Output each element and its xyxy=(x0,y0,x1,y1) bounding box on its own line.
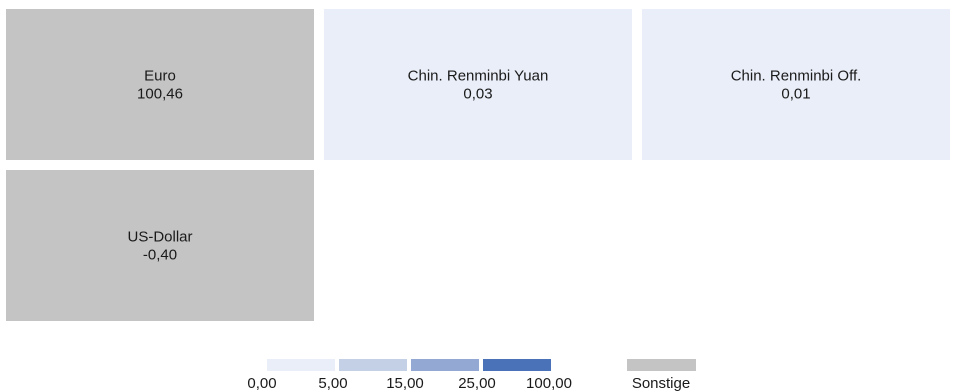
tile-value-label: -0,40 xyxy=(143,247,177,264)
tile-name-label: Chin. Renminbi Yuan xyxy=(408,68,549,85)
legend-tick-label: 0,00 xyxy=(247,375,276,392)
legend-other-swatch xyxy=(627,359,696,371)
tile-4: US-Dollar-0,40 xyxy=(6,170,314,321)
tile-value-label: 100,46 xyxy=(137,86,183,103)
tile-rect xyxy=(324,9,632,160)
tile-value-label: 0,01 xyxy=(781,86,810,103)
legend-other-label: Sonstige xyxy=(632,375,690,392)
legend-tick-label: 25,00 xyxy=(458,375,496,392)
tile-rect xyxy=(642,9,950,160)
legend-bin-swatch xyxy=(339,359,407,371)
tile-3: Chin. Renminbi Off.0,01 xyxy=(642,9,950,160)
legend-tick-label: 100,00 xyxy=(526,375,572,392)
tile-name-label: Chin. Renminbi Off. xyxy=(731,68,862,85)
tile-value-label: 0,03 xyxy=(463,86,492,103)
color-legend: 0,00 5,00 15,00 25,00 100,00 Sonstige xyxy=(247,359,696,392)
legend-bin-swatch xyxy=(267,359,335,371)
tile-name-label: Euro xyxy=(144,68,176,85)
tile-rect xyxy=(6,9,314,160)
legend-tick-label: 5,00 xyxy=(318,375,347,392)
tile-name-label: US-Dollar xyxy=(127,229,192,246)
tile-rect xyxy=(6,170,314,321)
legend-tick-label: 15,00 xyxy=(386,375,424,392)
legend-bin-swatch xyxy=(483,359,551,371)
legend-bin-swatch xyxy=(411,359,479,371)
